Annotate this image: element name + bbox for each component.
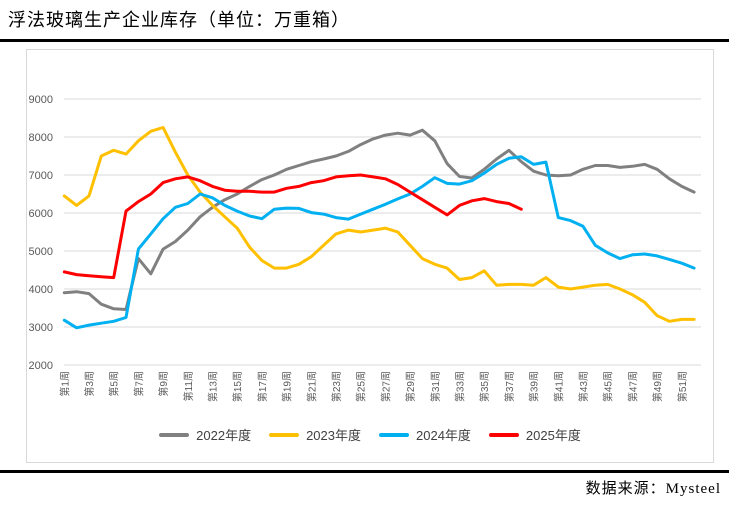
data-source-label: 数据来源：Mysteel bbox=[585, 481, 721, 497]
chart-legend: 2022年度 2023年度 2024年度 2025年度 bbox=[27, 425, 713, 444]
x-axis-tick-label: 第29周 bbox=[404, 371, 417, 402]
legend-item-2022: 2022年度 bbox=[159, 425, 251, 444]
legend-swatch-2022 bbox=[159, 432, 190, 437]
x-axis-tick-label: 第21周 bbox=[305, 371, 318, 402]
x-axis-tick-label: 第33周 bbox=[454, 371, 467, 402]
y-axis-tick-label: 3000 bbox=[29, 322, 53, 334]
legend-swatch-2023 bbox=[269, 432, 300, 437]
x-axis-tick-label: 第5周 bbox=[108, 371, 121, 397]
y-axis-tick-label: 6000 bbox=[29, 208, 53, 220]
x-axis-tick-label: 第19周 bbox=[281, 371, 294, 402]
legend-item-2024: 2024年度 bbox=[379, 425, 471, 444]
legend-item-2025: 2025年度 bbox=[488, 425, 581, 444]
x-axis-tick-label: 第25周 bbox=[355, 371, 368, 402]
x-axis-tick-label: 第37周 bbox=[503, 371, 516, 402]
x-axis-tick-label: 第49周 bbox=[651, 371, 664, 402]
series-line-2025 bbox=[62, 173, 523, 280]
x-axis-tick-label: 第1周 bbox=[58, 371, 71, 397]
x-axis-tick-label: 第43周 bbox=[577, 371, 590, 402]
legend-swatch-2024 bbox=[379, 432, 409, 437]
series-line-2023 bbox=[62, 126, 696, 323]
legend-label-2025: 2025年度 bbox=[525, 428, 581, 443]
x-axis-tick-label: 第11周 bbox=[182, 371, 195, 401]
legend-swatch-2025 bbox=[488, 432, 519, 437]
y-axis-tick-label: 9000 bbox=[29, 94, 53, 106]
x-axis-tick-label: 第9周 bbox=[157, 371, 170, 397]
x-axis-tick-label: 第23周 bbox=[330, 371, 343, 402]
x-axis-tick-label: 第27周 bbox=[379, 371, 392, 402]
y-axis-tick-label: 7000 bbox=[29, 170, 53, 182]
x-axis-tick-label: 第41周 bbox=[552, 371, 565, 402]
series-line-2024 bbox=[62, 155, 696, 330]
title-divider-rule bbox=[0, 39, 729, 42]
x-axis-tick-label: 第31周 bbox=[429, 371, 442, 402]
y-axis-tick-label: 4000 bbox=[29, 284, 53, 296]
x-axis-tick-label: 第39周 bbox=[528, 371, 541, 402]
chart-panel: 2000 3000 4000 5000 6000 7000 8000 9000 第1周 第3周 第5… bbox=[26, 49, 714, 463]
x-axis-tick-label: 第35周 bbox=[478, 371, 491, 402]
legend-label-2023: 2023年度 bbox=[306, 428, 361, 443]
y-axis-tick-label: 2000 bbox=[29, 360, 53, 372]
x-axis-tick-label: 第51周 bbox=[676, 371, 689, 402]
x-axis-tick-label: 第15周 bbox=[231, 371, 244, 402]
legend-label-2022: 2022年度 bbox=[196, 428, 252, 443]
x-axis-tick-label: 第7周 bbox=[132, 371, 145, 397]
x-axis-tick-label: 第47周 bbox=[626, 371, 639, 402]
legend-label-2024: 2024年度 bbox=[416, 428, 471, 443]
chart-title: 浮法玻璃生产企业库存（单位：万重箱） bbox=[8, 10, 350, 30]
footer-divider-rule bbox=[0, 470, 729, 473]
x-axis-tick-label: 第17周 bbox=[256, 371, 269, 402]
x-axis-tick-label: 第13周 bbox=[207, 371, 220, 402]
y-axis-tick-label: 8000 bbox=[29, 132, 53, 144]
x-axis-tick-label: 第45周 bbox=[602, 371, 615, 402]
y-axis-tick-label: 5000 bbox=[29, 246, 53, 258]
legend-item-2023: 2023年度 bbox=[269, 425, 361, 444]
series-line-2022 bbox=[62, 128, 696, 311]
x-axis-tick-label: 第3周 bbox=[83, 371, 96, 397]
